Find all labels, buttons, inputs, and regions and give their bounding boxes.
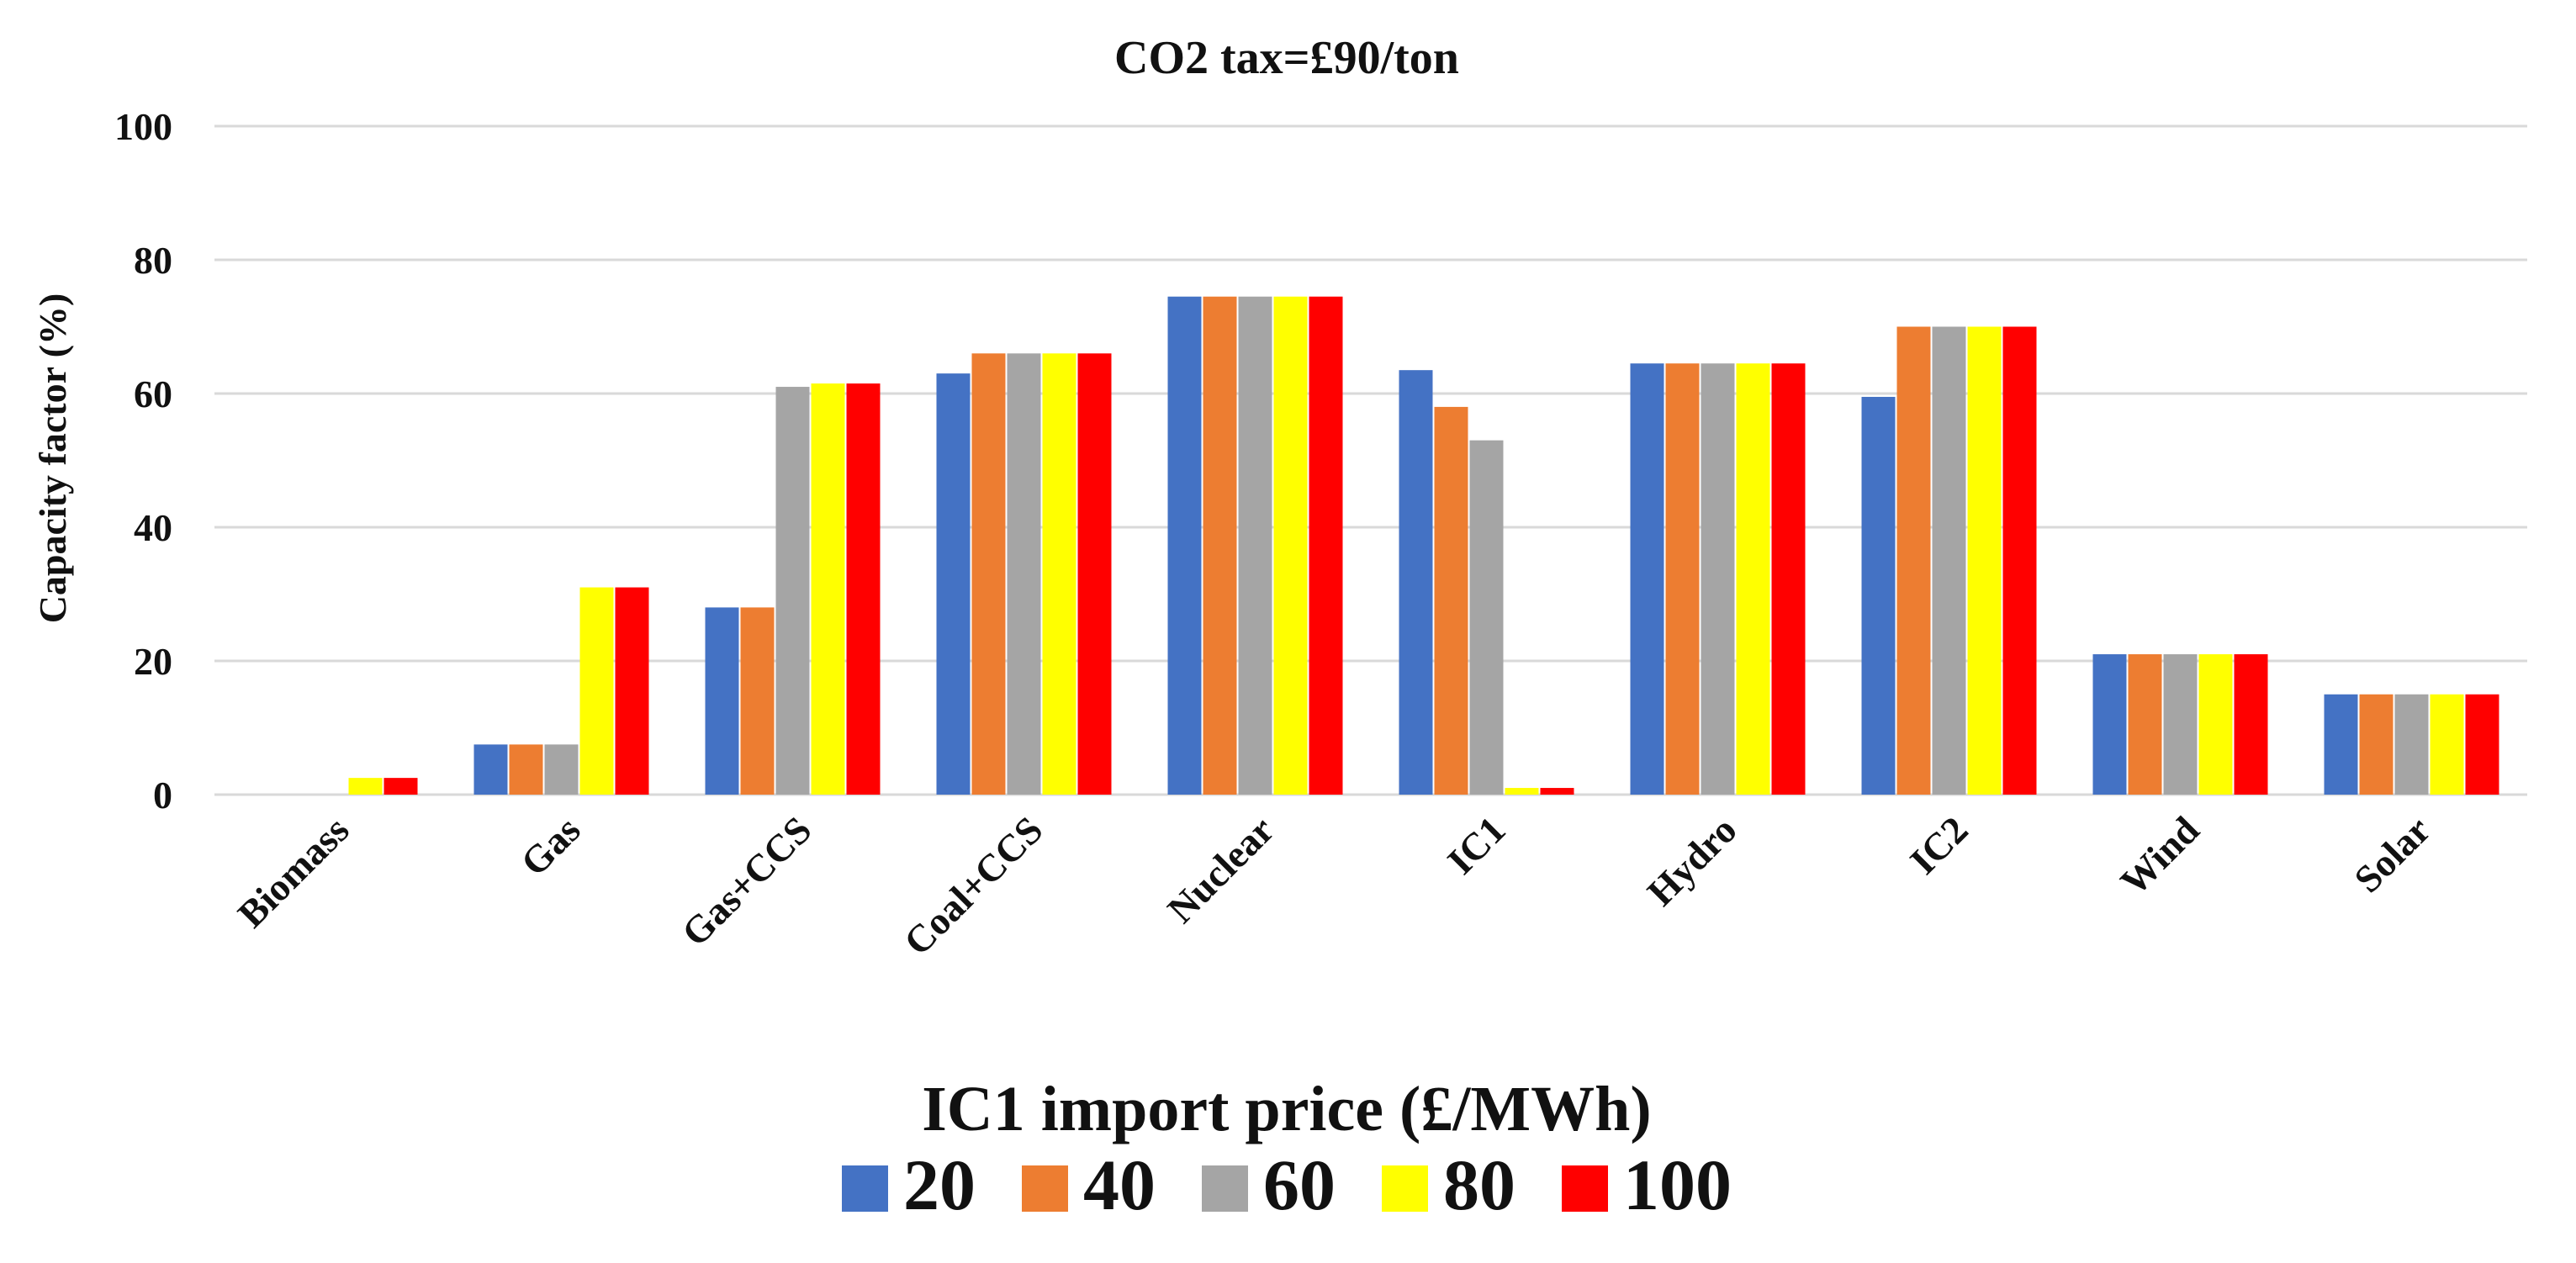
x-tick-label: IC1 <box>1439 808 1513 882</box>
bar-hydro-60 <box>1701 363 1735 795</box>
bar-nuclear-80 <box>1273 296 1308 795</box>
bar-ic1-100 <box>1540 788 1574 795</box>
bar-ic2-20 <box>1861 396 1896 795</box>
bar-solar-20 <box>2324 694 2358 795</box>
legend-label-80: 80 <box>1443 1144 1515 1225</box>
legend-swatch-80 <box>1382 1165 1428 1212</box>
legend-label-100: 100 <box>1623 1144 1732 1225</box>
bar-wind-40 <box>2128 654 2162 795</box>
x-tick-label: Coal+CCS <box>896 808 1051 964</box>
bar-gas-40 <box>509 744 543 795</box>
bar-nuclear-100 <box>1309 296 1343 795</box>
bar-nuclear-60 <box>1238 296 1272 795</box>
x-tick-label: Nuclear <box>1159 808 1282 931</box>
y-tick-label: 100 <box>114 105 172 148</box>
bar-ic1-80 <box>1505 788 1539 795</box>
bar-coal-ccs-100 <box>1077 353 1112 795</box>
x-axis-label: IC1 import price (£/MWh) <box>922 1074 1652 1144</box>
bar-wind-60 <box>2163 654 2198 795</box>
bar-ic2-60 <box>1932 326 1966 795</box>
x-tick-label: Hydro <box>1639 808 1745 914</box>
bar-coal-ccs-80 <box>1042 353 1076 795</box>
y-tick-label: 20 <box>134 640 172 683</box>
y-tick-label: 40 <box>134 506 172 549</box>
bar-ic2-100 <box>2002 326 2037 795</box>
bar-gas-60 <box>544 744 579 795</box>
bar-solar-100 <box>2465 694 2499 795</box>
y-axis-label: Capacity factor (%) <box>31 293 74 624</box>
bars <box>348 296 2499 795</box>
bar-solar-60 <box>2394 694 2429 795</box>
bar-ic1-20 <box>1399 370 1433 795</box>
bar-gas-ccs-40 <box>740 607 775 795</box>
x-tick-label: Biomass <box>230 808 357 936</box>
x-tick-label: Wind <box>2112 808 2208 904</box>
bar-gas-100 <box>615 587 649 795</box>
x-tick-label: Gas+CCS <box>674 808 820 954</box>
bar-ic1-60 <box>1469 440 1504 795</box>
y-tick-label: 0 <box>153 774 172 816</box>
bar-solar-40 <box>2359 694 2394 795</box>
bar-wind-20 <box>2092 654 2127 795</box>
bar-coal-ccs-20 <box>936 373 971 795</box>
bar-hydro-20 <box>1630 363 1664 795</box>
legend-swatch-60 <box>1202 1165 1248 1212</box>
bar-gas-ccs-80 <box>811 383 845 795</box>
bar-wind-80 <box>2198 654 2233 795</box>
bar-solar-80 <box>2430 694 2464 795</box>
bar-hydro-40 <box>1665 363 1700 795</box>
chart-title: CO2 tax=£90/ton <box>1114 32 1459 84</box>
legend-swatch-20 <box>842 1165 888 1212</box>
bar-nuclear-40 <box>1203 296 1237 795</box>
bar-hydro-100 <box>1771 363 1806 795</box>
bar-nuclear-20 <box>1167 296 1202 795</box>
bar-coal-ccs-40 <box>971 353 1006 795</box>
bar-ic2-80 <box>1967 326 2002 795</box>
bar-ic2-40 <box>1896 326 1931 795</box>
bar-gas-80 <box>579 587 614 795</box>
bar-gas-ccs-20 <box>705 607 739 795</box>
x-tick-label: IC2 <box>1902 808 1976 882</box>
bar-biomass-80 <box>348 778 383 795</box>
y-tick-label: 80 <box>134 239 172 282</box>
x-axis-ticks: Biomass Gas Gas+CCS Coal+CCS Nuclear IC1 Hydro… <box>230 808 2439 964</box>
bar-coal-ccs-60 <box>1007 353 1041 795</box>
bar-wind-100 <box>2234 654 2268 795</box>
bar-hydro-80 <box>1736 363 1770 795</box>
legend-swatch-40 <box>1022 1165 1068 1212</box>
y-tick-label: 60 <box>134 373 172 415</box>
y-axis-ticks: 0 20 40 60 80 100 <box>114 105 172 816</box>
legend-label-40: 40 <box>1083 1144 1156 1225</box>
legend: 20 40 60 80 100 <box>842 1144 1732 1225</box>
legend-label-60: 60 <box>1263 1144 1336 1225</box>
bar-biomass-100 <box>383 778 418 795</box>
bar-gas-20 <box>473 744 508 795</box>
legend-swatch-100 <box>1562 1165 1608 1212</box>
bar-gas-ccs-60 <box>775 387 810 795</box>
x-tick-label: Solar <box>2346 808 2438 901</box>
bar-gas-ccs-100 <box>846 383 881 795</box>
bar-ic1-40 <box>1434 406 1468 795</box>
x-tick-label: Gas <box>512 808 588 884</box>
legend-label-20: 20 <box>903 1144 976 1225</box>
